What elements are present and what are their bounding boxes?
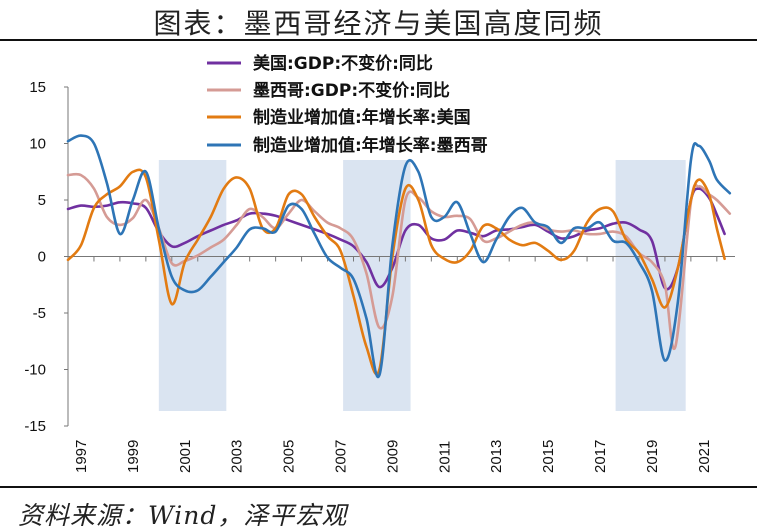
x-tick-label-11: 2019 [644, 440, 661, 473]
y-tick-label-3: 0 [38, 249, 46, 266]
x-tick-label-5: 2007 [333, 440, 350, 473]
y-tick-label-1: 10 [29, 136, 46, 153]
x-tick-label-6: 2009 [384, 440, 401, 473]
x-tick-label-4: 2005 [281, 440, 298, 473]
x-tick-label-1: 1999 [125, 440, 142, 473]
legend-label-3: 制造业增加值:年增长率:墨西哥 [253, 135, 488, 156]
x-tick-label-3: 2003 [229, 440, 246, 473]
x-tick-label-2: 2001 [177, 440, 194, 473]
x-tick-label-10: 2017 [592, 440, 609, 473]
series-line-3 [66, 134, 732, 379]
source-rule [0, 486, 757, 488]
x-tick-label-12: 2021 [696, 440, 713, 473]
x-tick-label-8: 2013 [488, 440, 505, 473]
y-tick-label-0: 15 [29, 79, 46, 96]
source-note: 资料来源：Wind，泽平宏观 [18, 501, 348, 530]
y-tick-label-6: -15 [24, 418, 46, 435]
y-tick-label-4: -5 [33, 305, 46, 322]
series-line-0 [66, 187, 726, 291]
x-tick-label-7: 2011 [436, 441, 453, 473]
y-tick-label-2: 5 [38, 192, 46, 209]
x-tick-label-9: 2015 [540, 440, 557, 473]
title-rule [0, 39, 757, 41]
legend-label-0: 美国:GDP:不变价:同比 [253, 53, 433, 74]
legend-label-1: 墨西哥:GDP:不变价:同比 [253, 80, 450, 101]
chart-title: 图表：墨西哥经济与美国高度同频 [153, 7, 604, 40]
legend-label-2: 制造业增加值:年增长率:美国 [253, 107, 471, 128]
series-line-2 [66, 168, 726, 376]
x-tick-label-0: 1997 [73, 440, 90, 473]
recession-shade-0 [158, 160, 227, 411]
y-tick-label-5: -10 [24, 362, 46, 379]
